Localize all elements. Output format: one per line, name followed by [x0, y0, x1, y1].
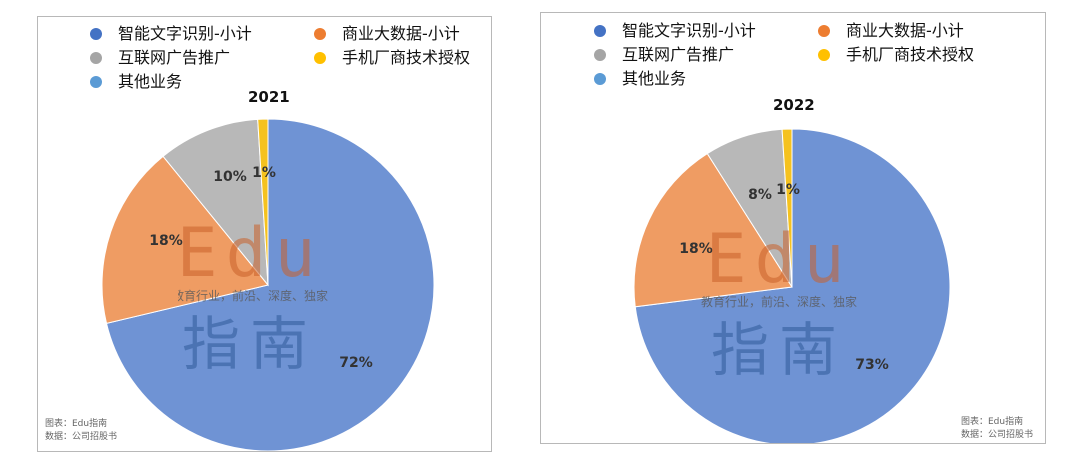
legend-item: 商业大数据-小计 [818, 19, 964, 42]
legend-item: 手机厂商技术授权 [818, 43, 974, 66]
data-label: 10% [213, 169, 247, 185]
source-note: 图表：Edu指南 数据：公司招股书 [961, 416, 1033, 442]
legend-item: 手机厂商技术授权 [314, 46, 470, 69]
chart-title: 2022 [773, 96, 815, 114]
data-label: 18% [679, 241, 713, 257]
legend-dot-icon [594, 72, 606, 85]
pie-chart: 72% 18% 10% 1% [101, 118, 435, 451]
legend-label: 商业大数据-小计 [342, 24, 460, 43]
legend-item: 其他业务 [90, 70, 182, 93]
chart-panel-2022: 智能文字识别-小计 商业大数据-小计 互联网广告推广 手机厂商技术授权 其他业务… [540, 12, 1046, 444]
chart-title: 2021 [248, 88, 290, 106]
legend-item: 智能文字识别-小计 [594, 19, 756, 42]
pie-slice [105, 118, 435, 451]
legend-item: 互联网广告推广 [90, 46, 230, 69]
pie-slice [101, 155, 269, 324]
pie-slice [781, 128, 793, 288]
legend-item: 其他业务 [594, 67, 686, 90]
data-label: 8% [748, 187, 772, 203]
legend-label: 互联网广告推广 [118, 48, 231, 67]
legend-label: 其他业务 [118, 72, 183, 91]
pie-slice [633, 152, 793, 308]
legend-dot-icon [90, 75, 102, 88]
legend-dot-icon [594, 48, 606, 61]
legend-item: 互联网广告推广 [594, 43, 734, 66]
legend-dot-icon [314, 27, 326, 40]
source-line: 数据：公司招股书 [45, 432, 118, 442]
pie-slice [634, 128, 951, 443]
legend-label: 智能文字识别-小计 [622, 21, 756, 40]
data-label: 73% [855, 357, 889, 373]
legend-dot-icon [818, 48, 830, 61]
data-label: 18% [149, 233, 183, 249]
source-note: 图表：Edu指南 数据：公司招股书 [45, 418, 117, 444]
pie-slice [162, 118, 269, 287]
source-line: 数据：公司招股书 [961, 430, 1034, 440]
legend-dot-icon [90, 27, 102, 40]
legend-label: 其他业务 [622, 69, 687, 88]
legend-item: 智能文字识别-小计 [90, 22, 252, 45]
chart-panel-2021: 智能文字识别-小计 商业大数据-小计 互联网广告推广 手机厂商技术授权 其他业务… [37, 16, 492, 452]
legend-label: 手机厂商技术授权 [846, 45, 975, 64]
pie-slice [257, 118, 269, 286]
legend-label: 手机厂商技术授权 [342, 48, 471, 67]
data-label: 1% [776, 182, 800, 198]
legend-label: 互联网广告推广 [622, 45, 735, 64]
source-line: 图表：Edu指南 [45, 419, 108, 429]
pie-chart: 73% 18% 8% 1% [633, 128, 951, 443]
legend-dot-icon [594, 24, 606, 37]
legend-dot-icon [818, 24, 830, 37]
data-label: 72% [339, 355, 373, 371]
legend-label: 智能文字识别-小计 [118, 24, 252, 43]
source-line: 图表：Edu指南 [961, 417, 1024, 427]
data-label: 1% [252, 165, 276, 181]
legend-item: 商业大数据-小计 [314, 22, 460, 45]
legend-label: 商业大数据-小计 [846, 21, 964, 40]
legend-dot-icon [90, 51, 102, 64]
legend-dot-icon [314, 51, 326, 64]
